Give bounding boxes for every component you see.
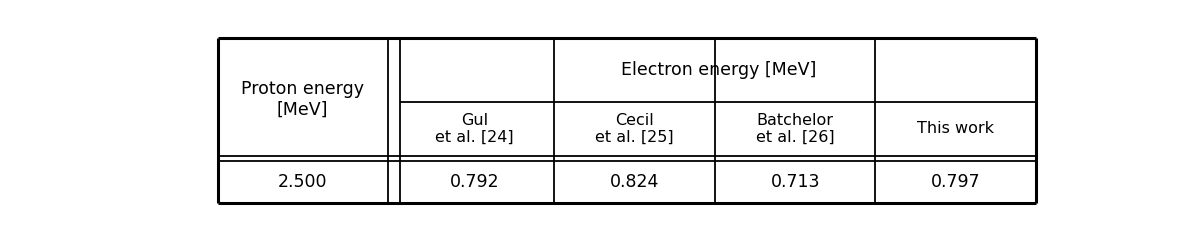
Text: 2.500: 2.500	[278, 173, 327, 191]
Text: Gul
et al. [24]: Gul et al. [24]	[434, 113, 514, 145]
Text: 0.797: 0.797	[931, 173, 981, 191]
Text: Proton energy
[MeV]: Proton energy [MeV]	[242, 80, 364, 119]
Text: 0.824: 0.824	[610, 173, 659, 191]
Text: This work: This work	[917, 121, 994, 136]
Text: Electron energy [MeV]: Electron energy [MeV]	[620, 61, 816, 79]
Text: Batchelor
et al. [26]: Batchelor et al. [26]	[756, 113, 834, 145]
Text: Cecil
et al. [25]: Cecil et al. [25]	[595, 113, 674, 145]
Text: 0.713: 0.713	[770, 173, 820, 191]
Text: 0.792: 0.792	[450, 173, 499, 191]
